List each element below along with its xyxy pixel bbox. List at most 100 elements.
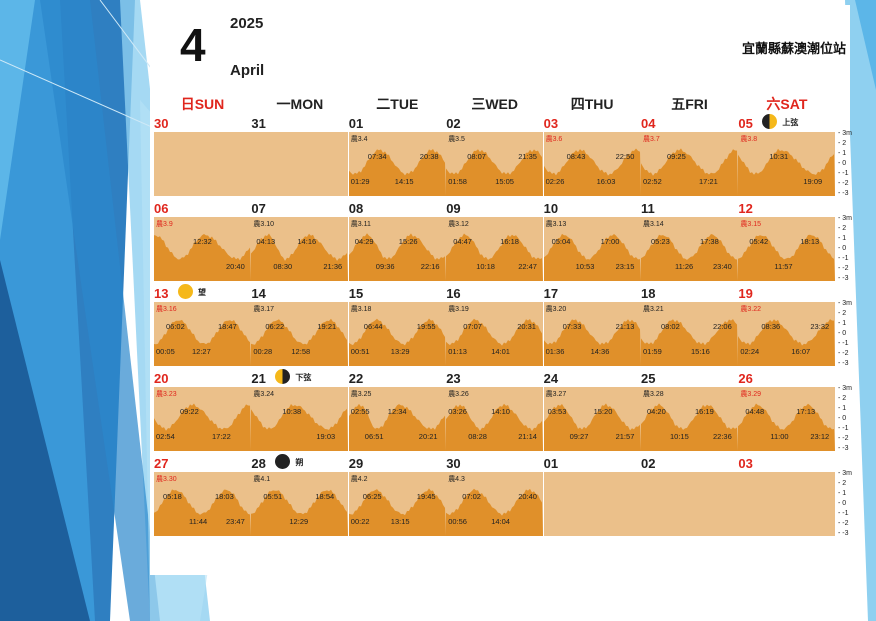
tide-chart — [154, 132, 251, 196]
tide-chart: 農3.30 05:18 18:03 11:44 23:47 — [154, 472, 251, 536]
scale-tick-label: - -3 — [838, 530, 849, 537]
low-tide-time: 00:51 — [350, 347, 370, 356]
tide-chart: 農3.5 08:07 21:35 01:58 15:05 — [446, 132, 544, 196]
high-tide-time: 17:38 — [700, 237, 719, 246]
day-cell[interactable]: 23 農3.26 03:26 14:10 08:28 21:14 — [446, 371, 544, 453]
high-tide-time: 21:13 — [615, 322, 635, 331]
day-cell[interactable]: 07 農3.10 04:13 14:16 08:30 21:36 — [251, 201, 349, 283]
day-cell[interactable]: 30 農4.3 07:02 20:40 00:56 14:04 — [446, 456, 544, 538]
day-cell[interactable]: 21 下弦 農3.24 10:38 19:03 — [251, 369, 349, 453]
high-tide-time: 15:20 — [593, 407, 613, 416]
scale-tick-label: - 0 — [838, 330, 847, 337]
day-number: 20 — [154, 371, 169, 386]
day-cell[interactable]: 03 — [738, 456, 836, 538]
tide-area — [446, 149, 544, 196]
day-cell[interactable]: 08 農3.11 04:29 15:26 09:36 22:16 — [348, 201, 446, 283]
day-cell[interactable]: 16 農3.19 07:07 20:31 01:13 14:01 — [446, 286, 544, 368]
tide-curve — [348, 318, 446, 366]
high-tide-time: 06:02 — [166, 322, 185, 331]
weekday-header: 一MON — [276, 96, 324, 112]
low-tide-time: 23:47 — [226, 517, 245, 526]
day-number: 18 — [641, 286, 656, 301]
tide-chart: 農3.15 05:42 18:13 11:57 — [738, 217, 836, 281]
tide-area — [154, 234, 251, 281]
tide-chart: 農3.27 03:53 15:20 09:27 21:57 — [543, 387, 641, 451]
day-cell[interactable]: 11 農3.14 05:23 17:38 11:26 23:40 — [641, 201, 738, 283]
weekday-header: 三WED — [471, 96, 519, 112]
lunar-date: 農3.25 — [350, 391, 372, 398]
day-cell[interactable]: 22 農3.25 02:55 12:34 06:51 20:21 — [348, 371, 446, 453]
tide-chart: 農3.20 07:33 21:13 01:36 14:36 — [543, 302, 641, 366]
day-cell[interactable]: 30 — [154, 116, 251, 198]
day-number: 16 — [446, 286, 461, 301]
day-cell[interactable]: 06 農3.9 12:32 20:40 — [154, 201, 251, 283]
tide-curve — [154, 319, 251, 366]
tide-area — [348, 403, 446, 451]
day-cell[interactable]: 10 農3.13 05:04 17:00 10:53 23:15 — [543, 201, 641, 283]
day-cell[interactable]: 13 望農3.16 06:02 18:47 00:05 12:27 — [154, 284, 251, 368]
high-tide-time: 18:54 — [315, 492, 335, 501]
day-cell[interactable]: 26 農3.29 04:48 17:13 11:00 23:12 — [738, 371, 836, 453]
high-tide-time: 15:26 — [398, 237, 418, 246]
day-cell[interactable]: 04 農3.7 09:25 02:52 17:21 — [641, 116, 738, 198]
high-tide-time: 23:32 — [810, 322, 830, 331]
day-cell[interactable]: 27 農3.30 05:18 18:03 11:44 23:47 — [154, 456, 251, 538]
high-tide-time: 06:22 — [265, 322, 285, 331]
tide-scale: - 3m - 2 - 1 - 0 - -1 - -2 - -3 — [838, 130, 868, 197]
day-number: 17 — [543, 286, 559, 301]
high-tide-time: 07:33 — [562, 322, 582, 331]
day-cell[interactable]: 25 農3.28 04:20 16:19 10:15 22:36 — [641, 371, 738, 453]
day-cell[interactable]: 01 農3.4 07:34 20:38 01:29 14:15 — [348, 116, 446, 198]
day-cell[interactable]: 15 農3.18 06:44 19:55 00:51 13:29 — [348, 286, 446, 368]
tide-area — [446, 318, 544, 366]
tide-chart: 農4.1 05:51 18:54 12:29 — [251, 472, 349, 536]
high-tide-time: 04:48 — [745, 407, 765, 416]
tide-curve — [641, 148, 738, 196]
day-cell[interactable]: 28 朔農4.1 05:51 18:54 12:29 — [251, 454, 349, 538]
tide-chart: 農3.25 02:55 12:34 06:51 20:21 — [348, 387, 446, 451]
tide-area — [154, 319, 251, 366]
tide-curve — [446, 488, 544, 536]
day-cell[interactable]: 09 農3.12 04:47 16:18 10:18 22:47 — [446, 201, 544, 283]
day-cell[interactable]: 31 — [251, 116, 349, 198]
day-cell[interactable]: 01 — [543, 456, 641, 538]
day-cell[interactable]: 19 農3.22 08:36 23:32 02:24 16:07 — [738, 286, 836, 368]
day-cell[interactable]: 17 農3.20 07:33 21:13 01:36 14:36 — [543, 286, 641, 368]
tide-chart: 農3.21 08:02 22:06 01:59 15:16 — [641, 302, 738, 366]
lunar-date: 農3.23 — [156, 391, 177, 398]
day-cell[interactable]: 12 農3.15 05:42 18:13 11:57 — [738, 201, 836, 283]
tide-curve — [738, 148, 836, 196]
day-cell[interactable]: 14 農3.17 06:22 19:21 00:28 12:58 — [251, 286, 349, 368]
low-tide-time: 01:13 — [448, 347, 467, 356]
tide-chart: 農3.29 04:48 17:13 11:00 23:12 — [738, 387, 836, 451]
high-tide-time: 14:10 — [491, 407, 510, 416]
tide-curve — [446, 318, 544, 366]
tide-chart: 農3.17 06:22 19:21 00:28 12:58 — [251, 302, 349, 366]
low-tide-time: 08:28 — [468, 432, 487, 441]
high-tide-time: 03:53 — [547, 407, 567, 416]
day-cell[interactable]: 20 農3.23 09:22 02:54 17:22 — [154, 371, 251, 453]
day-cell[interactable]: 02 農3.5 08:07 21:35 01:58 15:05 — [446, 116, 544, 198]
day-cell[interactable]: 05 上弦 農3.8 10:31 19:09 — [738, 114, 836, 198]
low-tide-time: 01:59 — [643, 347, 662, 356]
day-cell[interactable]: 03 農3.6 08:43 22:50 02:26 16:03 — [543, 116, 641, 198]
tide-chart: 農3.12 04:47 16:18 10:18 22:47 — [446, 217, 544, 281]
tide-area — [641, 319, 738, 366]
lunar-date: 農3.7 — [643, 136, 660, 143]
day-number: 03 — [543, 116, 559, 131]
high-tide-time: 12:32 — [193, 237, 212, 246]
high-tide-time: 09:25 — [667, 152, 686, 161]
scale-tick-label: - 1 — [838, 405, 847, 412]
tide-curve — [154, 489, 251, 536]
tide-area — [348, 149, 446, 196]
day-number: 27 — [154, 456, 169, 471]
high-tide-time: 05:42 — [749, 237, 769, 246]
scale-tick-label: - 2 — [838, 225, 847, 232]
day-cell[interactable]: 18 農3.21 08:02 22:06 01:59 15:16 — [641, 286, 738, 368]
day-cell[interactable]: 24 農3.27 03:53 15:20 09:27 21:57 — [543, 371, 641, 453]
day-cell[interactable]: 02 — [641, 456, 738, 538]
tide-chart: 農4.2 06:25 19:45 00:22 13:15 — [348, 472, 446, 536]
tide-curve — [251, 404, 349, 451]
tide-area — [348, 488, 446, 536]
day-cell[interactable]: 29 農4.2 06:25 19:45 00:22 13:15 — [348, 456, 446, 538]
